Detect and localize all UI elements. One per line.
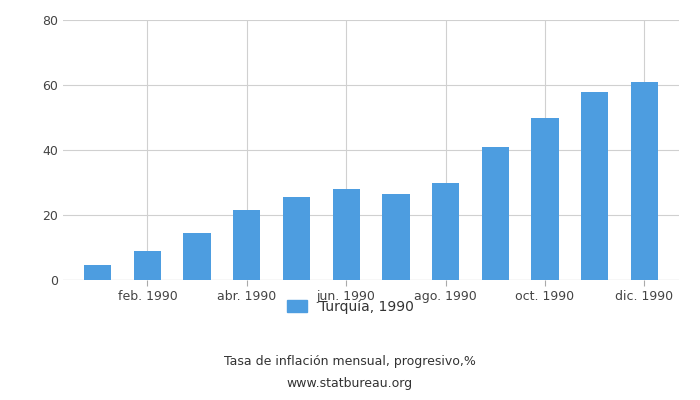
Text: www.statbureau.org: www.statbureau.org xyxy=(287,378,413,390)
Bar xyxy=(134,251,161,280)
Bar xyxy=(183,233,211,280)
Bar xyxy=(233,210,260,280)
Text: Tasa de inflación mensual, progresivo,%: Tasa de inflación mensual, progresivo,% xyxy=(224,356,476,368)
Bar xyxy=(84,265,111,280)
Bar xyxy=(432,182,459,280)
Bar xyxy=(631,82,658,280)
Bar xyxy=(482,147,509,280)
Bar xyxy=(531,118,559,280)
Bar xyxy=(332,189,360,280)
Bar xyxy=(382,194,410,280)
Bar xyxy=(581,92,608,280)
Legend: Turquía, 1990: Turquía, 1990 xyxy=(281,294,419,319)
Bar xyxy=(283,197,310,280)
